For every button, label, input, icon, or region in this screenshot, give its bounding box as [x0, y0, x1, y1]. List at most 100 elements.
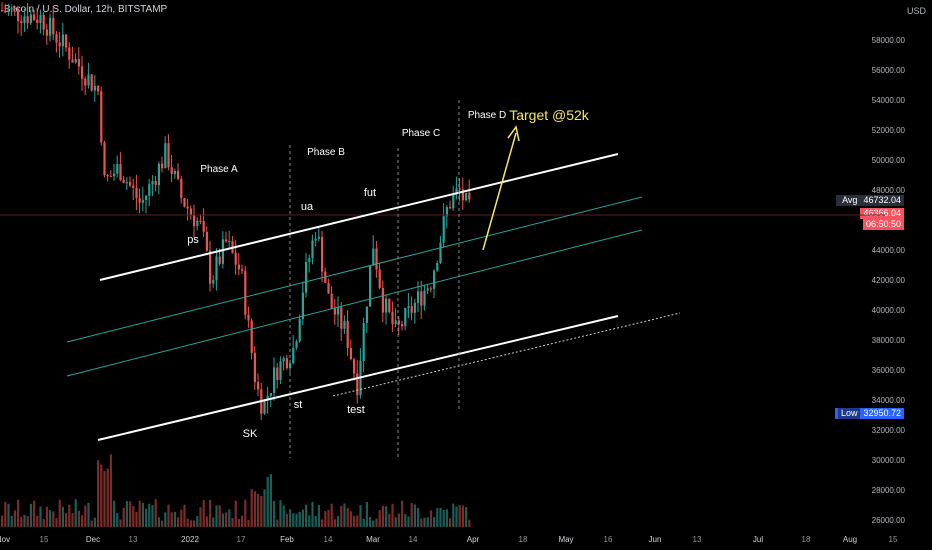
volume-bar	[36, 515, 39, 527]
candle-body	[93, 85, 96, 91]
volume-bar	[225, 512, 228, 527]
candle-body	[356, 373, 359, 396]
candle-body	[74, 59, 77, 63]
candle-body	[397, 320, 400, 325]
candle-body	[426, 288, 429, 291]
volume-bar	[327, 510, 330, 527]
candle-body	[36, 19, 39, 24]
volume-bar	[250, 489, 253, 527]
volume-bar	[29, 503, 32, 527]
candle-body	[170, 167, 173, 174]
candle-body	[391, 311, 394, 325]
candle-body	[458, 188, 461, 190]
candle-body	[333, 308, 336, 315]
volume-bar	[215, 505, 218, 527]
volume-bar	[346, 508, 349, 527]
volume-bar	[439, 507, 442, 527]
volume-bar	[218, 505, 221, 527]
candle-body	[138, 198, 141, 203]
volume-bar	[161, 520, 164, 527]
volume-bar	[465, 506, 468, 527]
volume-bar	[116, 513, 119, 527]
candle-body	[247, 314, 250, 321]
volume-bar	[132, 506, 135, 527]
candle-body	[388, 298, 391, 312]
candle-body	[193, 214, 196, 226]
volume-bar	[97, 460, 100, 527]
volume-bar	[375, 518, 378, 527]
time-tick-label: 15	[889, 535, 898, 544]
volume-bar	[4, 501, 7, 527]
volume-bar	[381, 505, 384, 527]
time-tick-label: 15	[40, 535, 49, 544]
candle-body	[125, 182, 128, 184]
candle-body	[327, 283, 330, 294]
candle-body	[145, 195, 148, 201]
volume-bar	[407, 516, 410, 527]
candle-body	[465, 192, 468, 201]
price-tick-label: 50000.00	[872, 156, 906, 165]
candle-body	[116, 164, 119, 174]
volume-bar	[58, 499, 61, 527]
volume-bar	[311, 501, 314, 527]
volume-bar	[170, 512, 173, 527]
volume-bar	[119, 519, 122, 527]
volume-bar	[13, 510, 16, 527]
volume-bar	[20, 516, 23, 527]
candle-body	[20, 20, 23, 23]
candle-body	[407, 306, 410, 308]
time-tick-label: Nov	[0, 535, 10, 544]
volume-bar	[372, 520, 375, 527]
volume-bar	[289, 509, 292, 527]
volume-bar	[33, 500, 36, 527]
volume-bar	[388, 513, 391, 527]
candle-body	[394, 320, 397, 325]
candle-body	[468, 192, 471, 200]
time-tick-label: 18	[802, 535, 811, 544]
volume-bar	[305, 504, 308, 527]
last-price-badge: 46366.04	[860, 208, 904, 219]
volume-bar	[314, 516, 317, 527]
low-tag: Low	[837, 408, 861, 419]
candle-body	[452, 194, 455, 209]
time-tick-label: 16	[604, 535, 613, 544]
avg-badge: Avg 46732.04	[836, 195, 904, 206]
volume-bar	[353, 515, 356, 527]
candle-body	[90, 74, 93, 91]
volume-bar	[103, 470, 106, 527]
candle-body	[7, 9, 10, 13]
volume-bar	[167, 504, 170, 527]
mid-channel-lower	[66, 229, 643, 377]
volume-bar	[423, 517, 426, 527]
time-tick-label: Aug	[843, 535, 857, 544]
time-tick-label: 13	[693, 535, 702, 544]
avg-tag: Avg	[842, 195, 858, 205]
candle-body	[109, 175, 112, 177]
volume-bar	[221, 513, 224, 527]
candle-body	[129, 182, 132, 186]
candle-body	[205, 231, 208, 251]
volume-bar	[356, 515, 359, 527]
volume-bar	[369, 516, 372, 527]
candle-body	[10, 8, 13, 10]
volume-bar	[231, 517, 234, 527]
volume-bar	[359, 505, 362, 527]
volume-bar	[138, 500, 141, 527]
annotation-labels: Phase A Phase B Phase C Phase D ps ua fut SK st t…	[187, 107, 590, 440]
candle-body	[113, 173, 116, 177]
price-tick-label: 48000.00	[872, 186, 906, 195]
candle-body	[353, 359, 356, 374]
volume-bar	[148, 503, 151, 527]
label-phase-a: Phase A	[200, 164, 238, 175]
time-tick-label: Mar	[366, 535, 380, 544]
candle-body	[221, 239, 224, 264]
volume-bar	[292, 513, 295, 527]
channel-upper-line	[99, 153, 619, 281]
candle-body	[250, 320, 253, 353]
candle-body	[23, 16, 26, 23]
candle-body	[244, 270, 247, 315]
volume-bar	[404, 514, 407, 527]
label-test: test	[347, 404, 365, 416]
volume-bar	[273, 500, 276, 527]
